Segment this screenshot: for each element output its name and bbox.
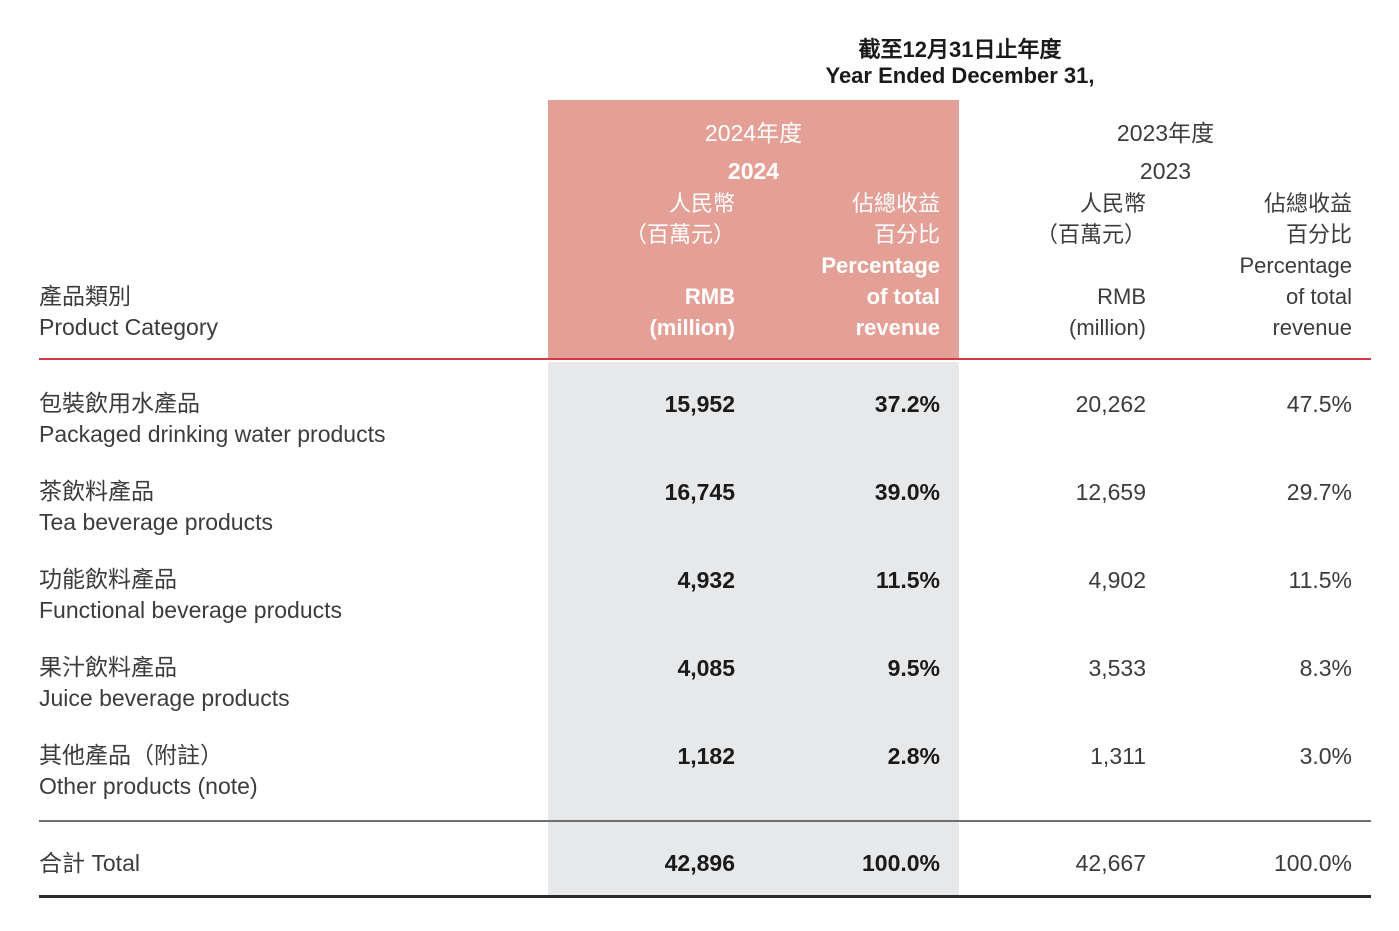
row-label-en: Tea beverage products — [39, 509, 273, 535]
year-2023-label-en: 2023 — [1139, 158, 1192, 184]
col-header-line: 百分比 — [873, 222, 940, 247]
table-row-label: 茶飲料產品 Tea beverage products — [39, 476, 273, 538]
cell-pct-2024: 2.8% — [887, 743, 940, 769]
col-2024-pct-header: 佔總收益 百分比 Percentage of total revenue — [760, 188, 940, 343]
col-2023-rmb-header: 人民幣 （百萬元） RMB (million) — [960, 188, 1146, 343]
cell-pct-2023: 8.3% — [1299, 655, 1352, 681]
cell-pct-2023: 47.5% — [1286, 391, 1352, 417]
col-header-line: （百萬元） — [624, 222, 735, 247]
category-header-en: Product Category — [39, 314, 218, 340]
cell-rmb-2023: 12,659 — [1075, 479, 1146, 505]
row-label-en: Functional beverage products — [39, 597, 343, 623]
col-header-line: RMB — [1097, 284, 1146, 309]
col-header-spacer — [560, 250, 735, 281]
cell-pct-2024: 11.5% — [876, 567, 940, 593]
period-heading-zh: 截至12月31日止年度 — [858, 37, 1062, 62]
cell-rmb-2023: 4,902 — [1088, 567, 1146, 593]
table-row-label: 功能飲料產品 Functional beverage products — [39, 564, 342, 626]
row-label-en: Packaged drinking water products — [39, 421, 386, 447]
col-header-line: (million) — [1069, 315, 1146, 340]
table-row-label: 其他產品（附註） Other products (note) — [39, 740, 258, 802]
year-2024-label-en: 2024 — [727, 158, 780, 184]
row-label-zh: 茶飲料產品 — [39, 478, 154, 504]
col-header-line: 人民幣 — [668, 191, 735, 216]
col-header-line: revenue — [1272, 315, 1352, 340]
year-2023-label-zh: 2023年度 — [1116, 120, 1215, 146]
cell-rmb-2023: 1,311 — [1090, 743, 1146, 769]
cell-rmb-2024: 4,932 — [677, 567, 735, 593]
period-heading-en: Year Ended December 31, — [825, 63, 1095, 88]
total-divider — [39, 820, 1371, 822]
col-header-line: Percentage — [821, 253, 940, 278]
total-pct-2023: 100.0% — [1273, 850, 1352, 876]
highlight-2024-body-band — [548, 362, 959, 895]
col-2023-pct-header: 佔總收益 百分比 Percentage of total revenue — [1160, 188, 1352, 343]
cell-pct-2024: 37.2% — [874, 391, 940, 417]
cell-pct-2023: 29.7% — [1286, 479, 1352, 505]
col-header-line: revenue — [855, 315, 940, 340]
total-rmb-2023: 42,667 — [1075, 850, 1146, 876]
cell-pct-2023: 11.5% — [1288, 567, 1352, 593]
row-label-zh: 果汁飲料產品 — [39, 654, 177, 680]
cell-rmb-2023: 20,262 — [1075, 391, 1146, 417]
header-divider — [39, 358, 1371, 360]
col-header-line: 佔總收益 — [851, 191, 940, 216]
row-label-zh: 其他產品（附註） — [39, 742, 223, 768]
row-label-zh: 功能飲料產品 — [39, 566, 177, 592]
cell-pct-2023: 3.0% — [1299, 743, 1352, 769]
col-header-line: （百萬元） — [1035, 222, 1146, 247]
row-label-en: Other products (note) — [39, 773, 258, 799]
row-label-en: Juice beverage products — [39, 685, 290, 711]
cell-rmb-2024: 1,182 — [677, 743, 735, 769]
cell-rmb-2023: 3,533 — [1088, 655, 1146, 681]
total-label: 合計 Total — [39, 850, 140, 876]
table-row-label: 果汁飲料產品 Juice beverage products — [39, 652, 290, 714]
table-bottom-rule — [39, 895, 1371, 898]
col-header-spacer — [960, 250, 1146, 281]
col-header-line: of total — [1285, 284, 1352, 309]
category-header-zh: 產品類別 — [39, 283, 131, 309]
col-header-line: 百分比 — [1285, 222, 1352, 247]
col-header-line: (million) — [649, 315, 735, 340]
cell-rmb-2024: 4,085 — [677, 655, 735, 681]
col-header-line: of total — [866, 284, 940, 309]
col-header-line: Percentage — [1239, 253, 1352, 278]
cell-rmb-2024: 15,952 — [664, 391, 735, 417]
total-rmb-2024: 42,896 — [664, 850, 735, 876]
col-header-line: RMB — [684, 284, 735, 309]
cell-pct-2024: 9.5% — [887, 655, 940, 681]
col-header-line: 人民幣 — [1079, 191, 1146, 216]
product-category-header: 產品類別 Product Category — [39, 281, 218, 343]
year-2024-label-zh: 2024年度 — [704, 120, 803, 146]
row-label-zh: 包裝飲用水產品 — [39, 390, 200, 416]
total-pct-2024: 100.0% — [861, 850, 940, 876]
table-row-label: 包裝飲用水產品 Packaged drinking water products — [39, 388, 385, 450]
col-header-line: 佔總收益 — [1263, 191, 1352, 216]
cell-rmb-2024: 16,745 — [664, 479, 735, 505]
col-2024-rmb-header: 人民幣 （百萬元） RMB (million) — [560, 188, 735, 343]
cell-pct-2024: 39.0% — [874, 479, 940, 505]
highlight-2024-header-band — [548, 100, 959, 358]
